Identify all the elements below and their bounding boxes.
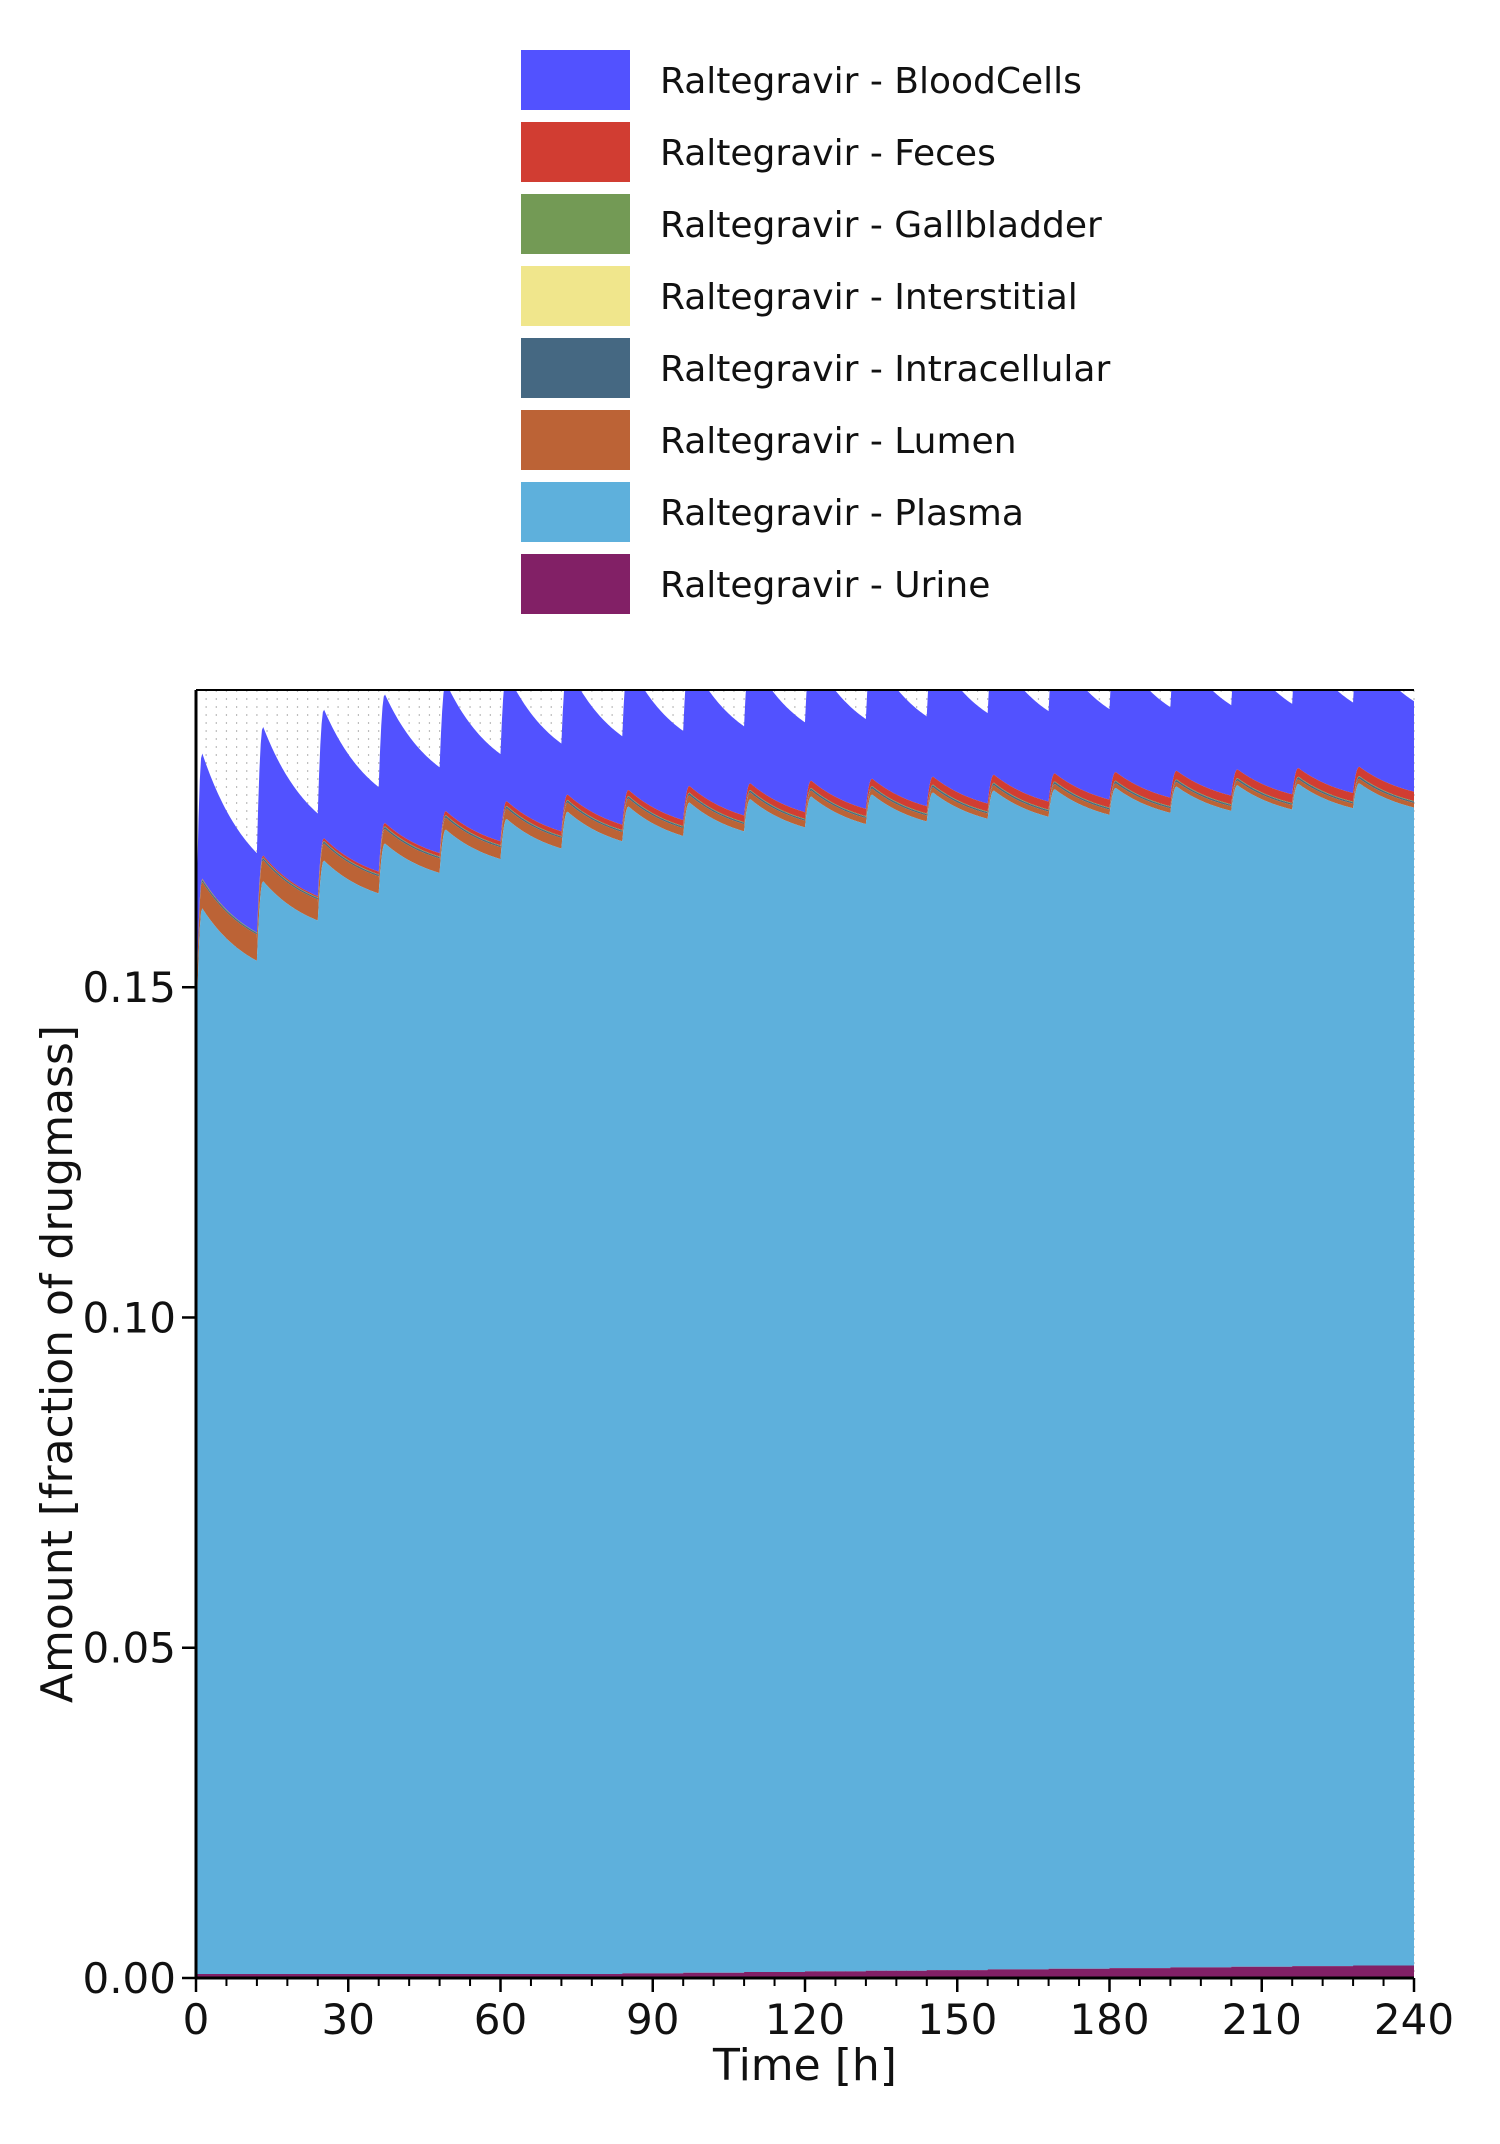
x-tick-label: 150 (917, 1995, 997, 2044)
axes: 0 30 60 90 120 150 180 210 240 0.00 0.05 0.10 0.15 (82, 689, 1454, 2044)
plot-area: 0 30 60 90 120 150 180 210 240 0.00 0.05 0.10 0.15 (82, 689, 1454, 2044)
area-series (196, 690, 1414, 1978)
area-raltegravir-bloodcells (196, 690, 1414, 1025)
area-urine-baseline (196, 1974, 1414, 1978)
legend-swatch-3 (521, 266, 630, 326)
legend-label-4: Raltegravir - Intracellular (660, 349, 1110, 390)
legend: Raltegravir - BloodCells Raltegravir - Fe… (521, 50, 1110, 614)
legend-label-7: Raltegravir - Urine (660, 565, 990, 606)
legend-swatch-4 (521, 338, 630, 398)
legend-label-2: Raltegravir - Gallbladder (660, 205, 1102, 246)
legend-swatch-1 (521, 122, 630, 182)
x-tick-label: 210 (1222, 1995, 1302, 2044)
legend-swatch-2 (521, 194, 630, 254)
x-tick-label: 30 (322, 1995, 375, 2044)
legend-swatch-6 (521, 482, 630, 542)
legend-swatch-7 (521, 554, 630, 614)
x-tick-label: 90 (626, 1995, 679, 2044)
y-tick-label: 0.15 (82, 963, 176, 1012)
x-tick-label: 120 (765, 1995, 845, 2044)
x-tick-label: 240 (1374, 1995, 1454, 2044)
legend-label-0: Raltegravir - BloodCells (660, 61, 1082, 102)
x-tick-label: 60 (474, 1995, 527, 2044)
legend-swatch-0 (521, 50, 630, 110)
legend-label-6: Raltegravir - Plasma (660, 493, 1024, 534)
legend-label-3: Raltegravir - Interstitial (660, 277, 1078, 318)
y-axis-label: Amount [fraction of drugmass] (32, 1025, 83, 1703)
x-axis-label: Time [h] (712, 2040, 897, 2091)
x-tick-label: 0 (183, 1995, 210, 2044)
area-raltegravir-plasma (196, 783, 1414, 1978)
y-tick-label: 0.05 (82, 1624, 176, 1673)
x-tick-label: 180 (1069, 1995, 1149, 2044)
legend-label-5: Raltegravir - Lumen (660, 421, 1017, 462)
y-tick-label: 0.10 (82, 1293, 176, 1342)
area-raltegravir-feces (196, 766, 1414, 1025)
y-tick-label: 0.00 (82, 1954, 176, 2003)
legend-label-1: Raltegravir - Feces (660, 133, 996, 174)
area-raltegravir-lumen (196, 778, 1414, 1054)
legend-swatch-5 (521, 410, 630, 470)
